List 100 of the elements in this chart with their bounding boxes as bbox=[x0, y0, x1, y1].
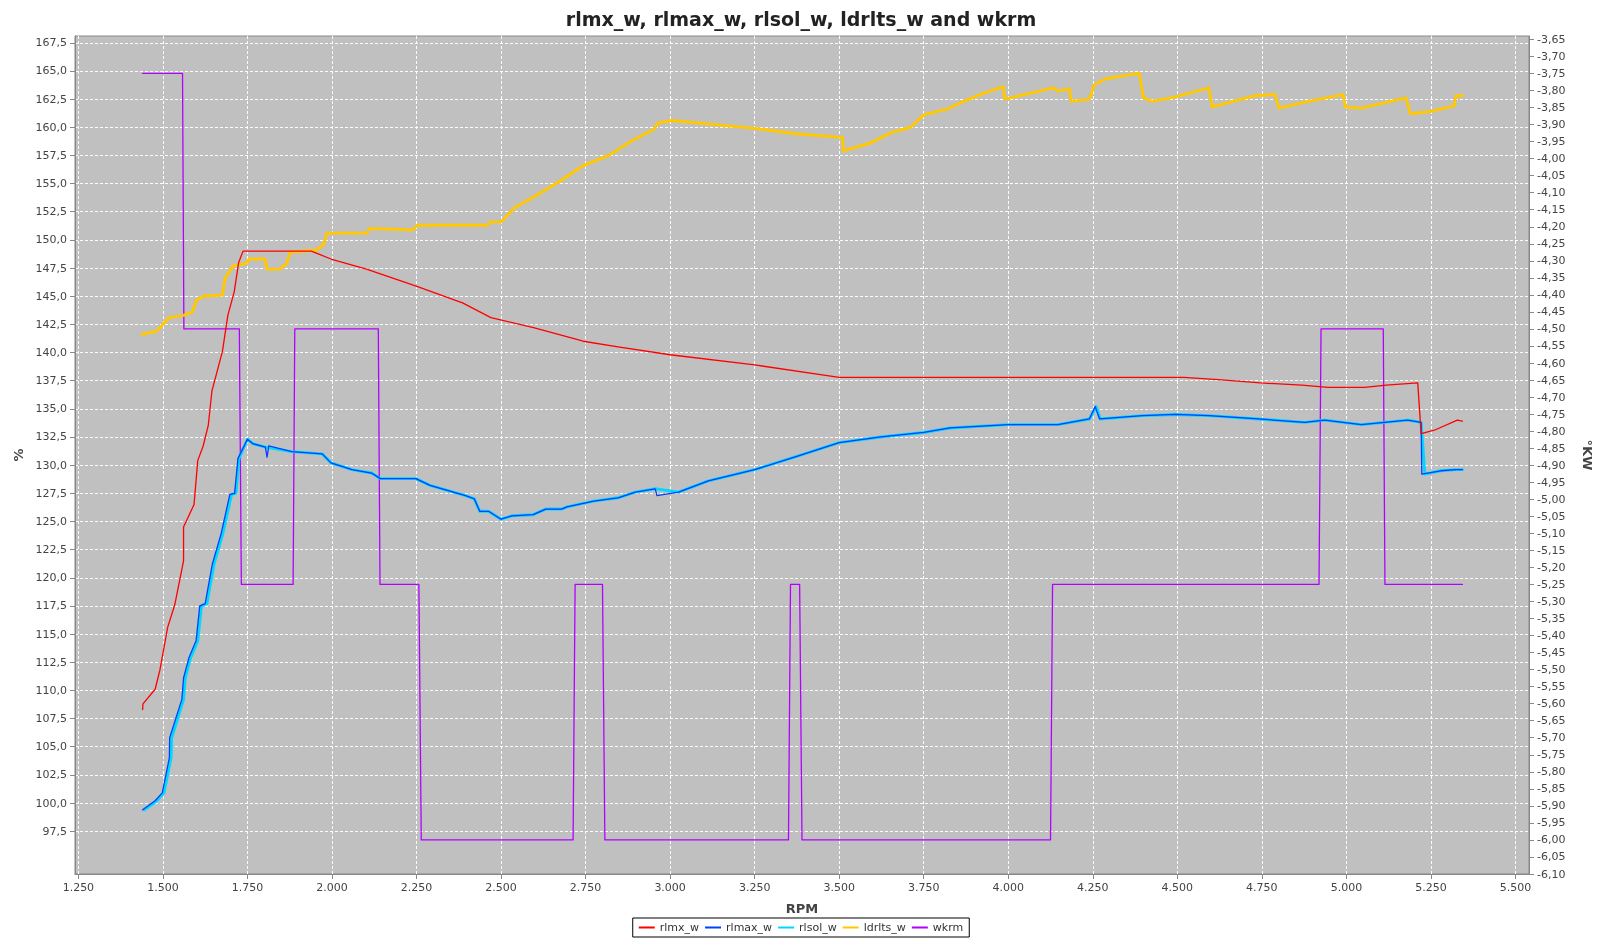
x-tick-label: 4.250 bbox=[1077, 881, 1109, 894]
y2-tick-label: -5,45 bbox=[1537, 646, 1566, 660]
y2-tick-label: -5,70 bbox=[1537, 731, 1566, 745]
y2-tick-label: -6,05 bbox=[1537, 850, 1566, 864]
y2-tick-label: -5,75 bbox=[1537, 748, 1566, 762]
y2-tick-label: -3,80 bbox=[1537, 84, 1566, 97]
y2-tick-label: -4,85 bbox=[1537, 441, 1566, 455]
y-tick-label: 122,5 bbox=[35, 543, 67, 557]
x-tick-label: 3.750 bbox=[907, 881, 940, 894]
y-tick-label: 125,0 bbox=[35, 514, 67, 528]
y-tick-label: 142,5 bbox=[35, 317, 67, 331]
y2-tick-label: -3,75 bbox=[1537, 66, 1566, 80]
y-tick-label: 117,5 bbox=[35, 599, 67, 613]
y2-tick-label: -4,65 bbox=[1537, 373, 1566, 387]
y2-tick-label: -4,10 bbox=[1537, 186, 1566, 200]
y-tick-label: 137,5 bbox=[35, 374, 67, 388]
y2-tick-label: -4,30 bbox=[1537, 254, 1566, 268]
y2-tick-label: -5,10 bbox=[1537, 526, 1566, 540]
y-tick-label: 110,0 bbox=[35, 683, 67, 697]
y2-tick-label: -5,20 bbox=[1537, 560, 1566, 574]
y-tick-label: 160,0 bbox=[35, 120, 67, 134]
y-tick-label: 102,5 bbox=[35, 768, 67, 782]
y2-tick-label: -5,25 bbox=[1537, 577, 1566, 591]
x-tick-label: 4.750 bbox=[1246, 881, 1278, 894]
y2-tick-label: -5,30 bbox=[1537, 594, 1566, 608]
y-axis-title: % bbox=[10, 448, 26, 462]
y-tick-label: 147,5 bbox=[35, 261, 67, 275]
x-tick-label: 5.500 bbox=[1499, 881, 1532, 894]
y-tick-label: 165,0 bbox=[35, 64, 67, 78]
y-tick-label: 155,0 bbox=[35, 177, 67, 191]
x-tick-label: 3.000 bbox=[654, 881, 686, 894]
x-axis-title: RPM bbox=[785, 901, 819, 916]
x-tick-label: 3.500 bbox=[823, 881, 855, 894]
y2-tick-label: -5,40 bbox=[1537, 629, 1566, 643]
y2-tick-label: -5,05 bbox=[1537, 509, 1566, 523]
y2-tick-label: -5,90 bbox=[1537, 799, 1566, 813]
y-tick-label: 152,5 bbox=[35, 205, 67, 219]
y-tick-label: 105,0 bbox=[35, 740, 67, 754]
chart-title: rlmx_w, rlmax_w, rlsol_w, ldrlts_w and wkrm bbox=[565, 7, 1037, 31]
legend-label: rlsol_w bbox=[799, 921, 837, 934]
x-tick-label: 3.250 bbox=[738, 881, 771, 894]
y-tick-label: 132,5 bbox=[35, 430, 67, 444]
y2-tick-label: -4,90 bbox=[1537, 458, 1566, 472]
y2-tick-label: -5,65 bbox=[1537, 714, 1566, 728]
x-tick-label: 5.000 bbox=[1330, 881, 1363, 894]
y2-tick-label: -3,90 bbox=[1537, 118, 1566, 132]
y-tick-label: 150,0 bbox=[35, 233, 67, 247]
y2-axis-title: °KW bbox=[1580, 439, 1595, 471]
y2-tick-label: -6,00 bbox=[1537, 833, 1566, 847]
y-tick-label: 140,0 bbox=[35, 346, 67, 359]
legend-label: ldrlts_w bbox=[863, 921, 906, 934]
x-tick-label: 5.250 bbox=[1415, 881, 1447, 894]
y2-tick-label: -5,80 bbox=[1537, 765, 1566, 779]
y-tick-label: 127,5 bbox=[35, 486, 67, 500]
y2-tick-label: -5,35 bbox=[1537, 612, 1566, 626]
legend-label: rlmax_w bbox=[726, 921, 773, 934]
legend-label: wkrm bbox=[932, 921, 964, 934]
y-tick-label: 100,0 bbox=[35, 796, 67, 810]
x-tick-label: 2.500 bbox=[485, 881, 517, 894]
y-tick-label: 145,0 bbox=[35, 289, 67, 303]
y-tick-label: 157,5 bbox=[35, 148, 67, 162]
y2-tick-label: -5,15 bbox=[1537, 543, 1566, 557]
y-tick-label: 112,5 bbox=[35, 655, 67, 669]
y2-tick-label: -4,05 bbox=[1537, 169, 1566, 183]
y2-tick-label: -5,50 bbox=[1537, 663, 1566, 677]
y2-tick-label: -3,85 bbox=[1537, 101, 1566, 115]
y-tick-label: 97,5 bbox=[42, 824, 67, 838]
x-tick-label: 1.500 bbox=[147, 881, 179, 894]
y2-tick-label: -4,95 bbox=[1537, 475, 1566, 489]
y2-tick-label: -4,45 bbox=[1537, 305, 1566, 319]
x-tick-label: 4.000 bbox=[992, 881, 1025, 894]
y2-tick-label: -4,60 bbox=[1537, 356, 1566, 370]
y2-tick-label: -4,80 bbox=[1537, 424, 1566, 438]
x-tick-label: 2.250 bbox=[400, 881, 433, 894]
y-tick-label: 135,0 bbox=[35, 402, 67, 416]
x-tick-label: 2.000 bbox=[316, 881, 348, 894]
y-tick-label: 120,0 bbox=[35, 571, 67, 585]
y2-tick-label: -4,75 bbox=[1537, 407, 1566, 421]
y2-tick-label: -5,55 bbox=[1537, 680, 1566, 694]
y-tick-label: 162,5 bbox=[35, 92, 67, 106]
y-tick-label: 130,0 bbox=[35, 458, 67, 472]
x-tick-label: 1.750 bbox=[231, 881, 264, 894]
y2-tick-label: -5,60 bbox=[1537, 697, 1566, 711]
y2-tick-label: -4,40 bbox=[1537, 288, 1566, 302]
y2-tick-label: -4,20 bbox=[1537, 220, 1566, 234]
y2-tick-label: -4,55 bbox=[1537, 339, 1566, 353]
y2-tick-label: -6,10 bbox=[1537, 867, 1566, 881]
y-tick-label: 107,5 bbox=[35, 712, 67, 726]
y-tick-label: 167,5 bbox=[35, 36, 67, 50]
y-tick-label: 115,0 bbox=[35, 627, 67, 641]
y2-tick-label: -4,25 bbox=[1537, 237, 1566, 251]
y2-tick-label: -4,50 bbox=[1537, 322, 1566, 336]
y2-tick-label: -4,35 bbox=[1537, 271, 1566, 285]
y2-tick-label: -4,00 bbox=[1537, 152, 1566, 166]
y2-tick-label: -5,85 bbox=[1537, 782, 1566, 796]
y2-tick-label: -3,65 bbox=[1537, 32, 1566, 46]
y2-tick-label: -3,70 bbox=[1537, 49, 1566, 63]
y2-tick-label: -4,15 bbox=[1537, 203, 1566, 217]
y2-tick-label: -4,70 bbox=[1537, 390, 1566, 404]
y2-tick-label: -5,00 bbox=[1537, 492, 1566, 506]
